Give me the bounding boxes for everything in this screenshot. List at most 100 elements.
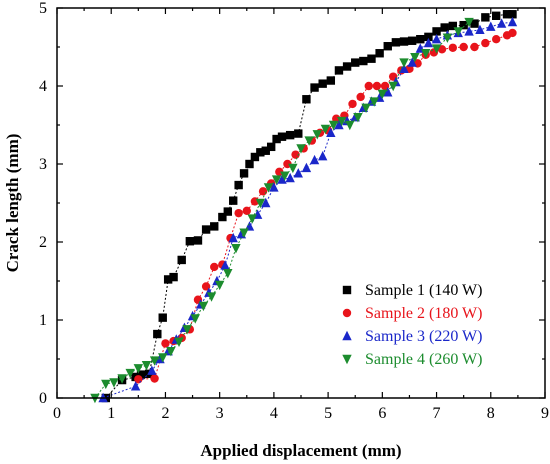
series-4-point [296, 144, 306, 154]
x-tick-label: 1 [107, 405, 115, 422]
series-1-point [266, 142, 276, 152]
series-2-point [348, 99, 357, 109]
series-1-point [158, 313, 167, 322]
series-1-point [310, 83, 319, 92]
series-3-point [317, 151, 328, 161]
series-1-point [459, 20, 468, 30]
series-3-point [486, 21, 496, 31]
series-4-point [399, 58, 409, 68]
series-3-point [464, 26, 474, 36]
series-1-point [239, 169, 249, 178]
series-3-point [309, 154, 320, 165]
y-tick-label: 1 [39, 312, 47, 329]
series-1-point [375, 49, 384, 58]
series-1-point [245, 159, 254, 169]
series-1-point [318, 79, 327, 88]
series-2-point [258, 187, 268, 196]
series-1-point [351, 58, 360, 67]
series-4-point [421, 49, 431, 59]
plot-area [90, 10, 518, 404]
series-1-point [250, 152, 260, 162]
series-1-point [285, 130, 295, 140]
series-2-point [210, 262, 219, 272]
series-2-point [380, 81, 390, 91]
series-4-point [410, 52, 420, 63]
series-4-point [288, 163, 298, 174]
series-1-point [508, 10, 517, 19]
series-1-point [234, 180, 243, 190]
series-2-point [201, 282, 211, 291]
series-1-point [481, 13, 490, 22]
series-3-point [261, 197, 271, 208]
x-tick-label: 2 [161, 405, 169, 422]
series-3-point [301, 162, 312, 173]
series-1-point [177, 255, 186, 265]
axes: 0 1 2 3 4 5 6 7 8 9 0 1 2 3 4 5 Applied displacement (mm… [3, 0, 549, 460]
series-3-point [130, 381, 141, 391]
x-tick-label: 3 [216, 405, 224, 422]
series-1-point [383, 42, 392, 51]
series-3-point [334, 119, 344, 130]
series-4-point [206, 292, 217, 302]
series-2-point [481, 38, 490, 48]
series-4-point [353, 113, 363, 123]
x-tick-label: 9 [541, 405, 549, 422]
series-1-point [229, 196, 238, 205]
series-4-point [117, 374, 127, 384]
legend-marker [342, 285, 352, 295]
series-1-point [210, 222, 219, 231]
series-3-point [383, 87, 393, 97]
series-2-point [242, 206, 251, 215]
x-axis-title: Applied displacement (mm) [200, 441, 401, 460]
series-4-point [464, 17, 474, 28]
series-1-point [359, 56, 368, 66]
series-4-point [109, 378, 119, 388]
series-3-point [277, 174, 287, 184]
series-1-point [163, 275, 173, 284]
series-4-point [345, 120, 355, 131]
series-4-point [361, 103, 371, 114]
series-1-point [223, 207, 232, 216]
series-3-point [399, 63, 409, 74]
series-4-point [431, 44, 442, 54]
series-4-point [182, 325, 192, 335]
series-4-point [388, 81, 398, 92]
series-2-point [161, 339, 170, 348]
legend-label: Sample 3 (220 W) [365, 328, 482, 345]
series-2-point [356, 92, 365, 102]
legend-label: Sample 2 (180 W) [365, 305, 482, 322]
x-tick-label: 6 [378, 405, 386, 422]
series-4-point [320, 124, 331, 135]
series-3-point [496, 18, 507, 28]
series-2-point [234, 208, 243, 218]
series-4-point [214, 280, 225, 291]
series-4-point [198, 301, 209, 312]
series-3-point [407, 57, 417, 67]
series-1-point [218, 212, 227, 222]
series-4-point [125, 368, 135, 379]
series-4-point [190, 314, 200, 324]
series-1-point [470, 19, 479, 28]
series-1-point [432, 27, 441, 36]
series-1-point [367, 54, 376, 63]
y-tick-label: 3 [39, 156, 47, 173]
series-1-point [391, 38, 401, 47]
x-tick-label: 8 [487, 405, 495, 422]
series-3-point [431, 34, 442, 44]
series-1-point [326, 76, 336, 85]
series-2-point [508, 28, 517, 38]
series-4-point [247, 214, 257, 224]
series-1-point [153, 329, 162, 339]
y-axis-title: Crack length (mm) [3, 134, 22, 273]
series-4-point [328, 120, 339, 131]
series-4-point [231, 244, 241, 254]
series-1-point [440, 23, 449, 32]
series-1-point [407, 36, 417, 45]
series-4-point [158, 353, 168, 363]
series-4-point [255, 198, 266, 209]
y-tick-label: 0 [39, 390, 47, 407]
series-3-point [147, 365, 157, 375]
series-1-point [256, 148, 265, 157]
series-2-point [448, 43, 458, 52]
series-1-point [342, 62, 352, 71]
